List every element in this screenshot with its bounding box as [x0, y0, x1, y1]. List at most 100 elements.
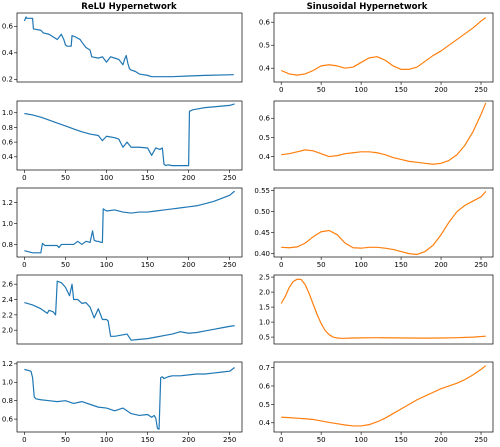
x-tick-label: 50 — [61, 436, 70, 444]
y-tick-label: 0.4 — [2, 153, 14, 161]
y-tick-label: 1.2 — [2, 360, 13, 368]
x-tick-label: 150 — [394, 86, 407, 94]
axes-frame — [16, 274, 243, 345]
x-tick-label: 0 — [279, 261, 283, 269]
subplot-0-1: 0.4 0.5 0.6 0 50 100 150 200 250 — [259, 12, 494, 94]
x-tick-label: 250 — [223, 261, 236, 269]
subplot-4-0: 0.6 0.8 1.0 1.2 0 50 100 150 200 250 — [2, 360, 243, 444]
y-tick-label: 2.2 — [2, 311, 13, 319]
y-tick-label: 0.6 — [259, 382, 271, 390]
series-line — [281, 190, 487, 256]
x-tick-label: 100 — [100, 436, 113, 444]
y-tick-label: 1.0 — [2, 220, 13, 228]
y-tick-label: 0.8 — [2, 241, 13, 249]
x-tick-label: 150 — [141, 174, 154, 182]
subplot-4-1: 0.4 0.5 0.6 0.7 0 50 100 150 200 250 — [259, 361, 494, 444]
subplot-2-1: 0.40 0.45 0.50 0.55 0 50 100 150 200 250 — [254, 187, 494, 269]
axes-frame — [273, 361, 494, 433]
series-line — [281, 102, 487, 165]
axes-frame — [16, 187, 243, 258]
axes-frame — [273, 187, 494, 258]
series-line — [24, 103, 235, 167]
series-line — [280, 17, 487, 76]
y-tick-label: 2.6 — [2, 281, 14, 289]
x-tick-label: 250 — [223, 174, 236, 182]
x-tick-label: 150 — [394, 261, 407, 269]
y-tick-label: 2.5 — [259, 274, 270, 282]
y-tick-label: 1.2 — [2, 199, 13, 207]
y-tick-label: 0.4 — [259, 153, 271, 161]
x-tick-label: 0 — [22, 261, 26, 269]
y-tick-label: 0.50 — [254, 208, 270, 216]
series-line — [24, 280, 235, 341]
subplot-0-0: 0.2 0.4 0.6 — [2, 12, 243, 84]
series-line — [24, 190, 235, 254]
series-line — [281, 365, 487, 427]
x-tick-label: 50 — [317, 261, 326, 269]
series-line — [23, 16, 234, 78]
x-tick-label: 50 — [317, 436, 326, 444]
y-tick-label: 0.7 — [259, 364, 270, 372]
y-tick-label: 1.5 — [259, 304, 270, 312]
y-tick-label: 0.5 — [259, 401, 270, 409]
x-tick-label: 50 — [61, 261, 70, 269]
axes-frame — [273, 12, 494, 83]
y-tick-label: 0.6 — [2, 416, 14, 424]
subplot-grid: 0.20.40.60.40.50.60 50 100 150 200 2500.40.60… — [2, 12, 494, 444]
x-tick-label: 50 — [61, 174, 70, 182]
y-tick-label: 1.0 — [2, 379, 13, 387]
axes-frame — [273, 100, 494, 171]
y-tick-label: 0.6 — [2, 23, 14, 31]
x-tick-label: 250 — [223, 436, 236, 444]
x-tick-label: 100 — [100, 174, 113, 182]
x-tick-label: 250 — [474, 261, 487, 269]
x-tick-label: 150 — [141, 436, 154, 444]
y-tick-label: 0.8 — [2, 124, 13, 132]
y-tick-label: 2.0 — [2, 327, 13, 335]
y-tick-label: 1.0 — [2, 109, 13, 117]
y-tick-label: 2.0 — [259, 289, 270, 297]
x-tick-label: 200 — [434, 261, 447, 269]
column-title-relu: ReLU Hypernetwork — [81, 2, 177, 12]
x-tick-label: 0 — [22, 174, 26, 182]
x-tick-label: 100 — [354, 436, 367, 444]
series-line — [24, 367, 235, 430]
subplot-3-0: 2.0 2.2 2.4 2.6 — [2, 274, 243, 345]
y-tick-label: 0.4 — [2, 49, 14, 57]
x-tick-label: 200 — [182, 436, 195, 444]
series-line — [280, 278, 486, 339]
subplot-2-0: 0.8 1.0 1.2 0 50 100 150 200 250 — [2, 187, 243, 269]
axes-frame — [16, 361, 243, 433]
y-tick-label: 0.6 — [259, 115, 271, 123]
axes-frame — [16, 100, 243, 171]
axes-frame — [16, 12, 243, 83]
x-tick-label: 150 — [394, 436, 407, 444]
x-tick-label: 100 — [354, 86, 367, 94]
x-tick-label: 50 — [317, 86, 326, 94]
y-tick-label: 0.5 — [259, 334, 270, 342]
axes-frame — [273, 274, 494, 345]
x-tick-label: 100 — [354, 261, 367, 269]
y-tick-label: 0.4 — [259, 419, 271, 427]
y-tick-label: 0.4 — [259, 65, 271, 73]
y-tick-label: 0.45 — [254, 229, 270, 237]
y-tick-label: 2.4 — [2, 296, 14, 304]
y-tick-label: 0.5 — [259, 134, 270, 142]
x-tick-label: 200 — [434, 86, 447, 94]
x-tick-label: 250 — [474, 436, 487, 444]
column-title-sinusoidal: Sinusoidal Hypernetwork — [307, 2, 428, 12]
x-tick-label: 150 — [141, 261, 154, 269]
x-tick-label: 0 — [22, 436, 26, 444]
y-tick-label: 0.5 — [259, 42, 270, 50]
y-tick-label: 0.6 — [259, 19, 271, 27]
y-tick-label: 0.2 — [2, 76, 13, 84]
subplot-1-1: 0.4 0.5 0.6 — [259, 100, 494, 171]
x-tick-label: 200 — [434, 436, 447, 444]
x-tick-label: 200 — [182, 174, 195, 182]
x-tick-label: 0 — [279, 86, 283, 94]
y-tick-label: 0.8 — [2, 397, 13, 405]
y-tick-label: 0.6 — [2, 139, 14, 147]
x-tick-label: 250 — [474, 86, 487, 94]
y-tick-label: 0.40 — [254, 250, 270, 258]
